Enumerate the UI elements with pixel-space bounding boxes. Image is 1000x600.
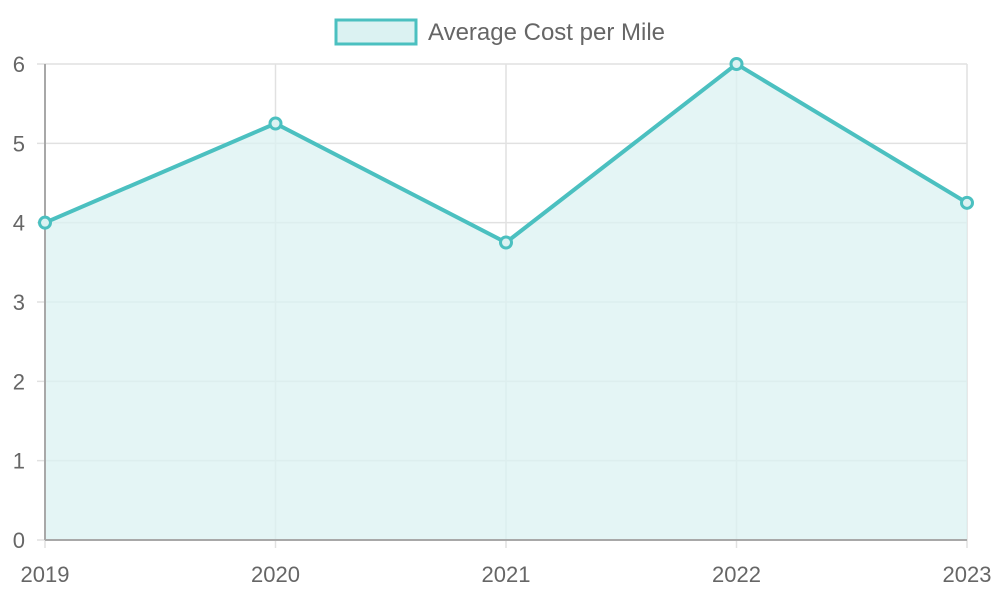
data-points bbox=[38, 57, 974, 250]
legend-swatch[interactable] bbox=[334, 18, 418, 46]
axes bbox=[44, 64, 967, 541]
legend-label[interactable]: Average Cost per Mile bbox=[428, 19, 665, 46]
y-tick-label: 6 bbox=[13, 52, 25, 77]
area-fill-layer bbox=[45, 64, 967, 540]
data-point[interactable] bbox=[268, 116, 283, 131]
x-tick-label: 2020 bbox=[251, 562, 300, 587]
x-tick-label: 2021 bbox=[482, 562, 531, 587]
legend[interactable]: Average Cost per Mile bbox=[334, 18, 665, 46]
x-tick-label: 2022 bbox=[712, 562, 761, 587]
data-point[interactable] bbox=[38, 215, 52, 230]
y-tick-label: 3 bbox=[13, 290, 25, 315]
data-point[interactable] bbox=[960, 195, 974, 210]
y-axis-tick-labels: 0 1 2 3 4 5 6 bbox=[13, 52, 25, 553]
x-axis-tick-labels: 2019 2020 2021 2022 2023 bbox=[21, 562, 992, 587]
y-tick-label: 5 bbox=[13, 131, 25, 156]
area-fill bbox=[45, 64, 967, 540]
data-point[interactable] bbox=[499, 235, 513, 250]
x-tick-label: 2019 bbox=[21, 562, 70, 587]
y-tick-label: 0 bbox=[13, 528, 25, 553]
y-tick-label: 1 bbox=[13, 449, 25, 474]
y-tick-label: 4 bbox=[13, 211, 25, 236]
x-tick-label: 2023 bbox=[943, 562, 992, 587]
y-tick-label: 2 bbox=[13, 369, 25, 394]
data-point[interactable] bbox=[729, 57, 744, 71]
